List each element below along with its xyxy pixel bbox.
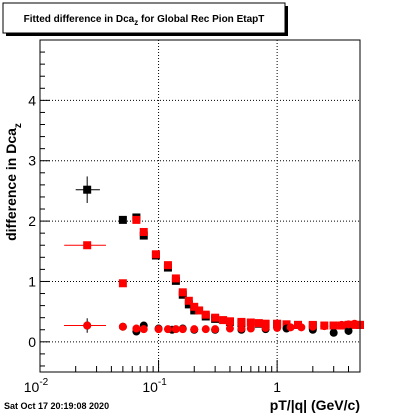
data-point-circle — [118, 322, 127, 331]
plot-area — [39, 39, 361, 373]
data-point-circle — [297, 323, 306, 332]
data-point-circle — [261, 323, 270, 332]
data-point-square — [282, 320, 291, 329]
y-tick-label: 3 — [28, 153, 36, 169]
data-point-square — [139, 227, 148, 236]
chart-title-subscript: z — [134, 18, 138, 27]
data-point-circle — [225, 324, 234, 333]
x-tick-label: 10-1 — [142, 377, 167, 395]
x-axis-title: pT/|q| (GeV/c) — [270, 397, 360, 413]
data-point-square — [219, 316, 228, 325]
title-box: Fitted difference in Dcaz for Global Rec… — [2, 2, 288, 36]
data-point-circle — [154, 325, 163, 334]
data-point-circle — [163, 325, 172, 334]
data-point-square — [225, 317, 234, 326]
data-point-square — [118, 279, 127, 288]
data-point-circle — [211, 325, 220, 334]
data-point-circle — [246, 324, 255, 333]
data-point-square — [294, 320, 303, 329]
data-point-circle — [350, 319, 359, 328]
data-points — [39, 39, 364, 373]
data-point-square — [254, 319, 263, 328]
data-point-square — [184, 296, 193, 305]
chart-title: Fitted difference in Dcaz for Global Rec… — [24, 14, 265, 27]
data-point-circle — [178, 325, 187, 334]
data-point-square — [211, 313, 220, 322]
data-point-circle — [83, 321, 92, 330]
data-point-square — [195, 306, 204, 315]
data-point-square — [237, 317, 246, 326]
data-point-circle — [344, 320, 353, 329]
data-point-square — [246, 318, 255, 327]
data-point-circle — [329, 328, 338, 337]
y-axis-title-main: difference in Dca — [3, 128, 19, 241]
data-point-circle — [139, 325, 148, 334]
data-point-circle — [344, 326, 353, 335]
data-point-circle — [308, 322, 317, 331]
y-axis-title: difference in Dcaz — [3, 123, 24, 241]
data-point-square — [163, 261, 172, 270]
data-point-circle — [337, 320, 346, 329]
tick-labels: 0 1 2 3 4 10-2 10-1 1 — [24, 92, 281, 395]
x-tick-label: 10-2 — [24, 377, 49, 395]
data-point-circle — [273, 323, 282, 332]
y-tick-label: 0 — [28, 334, 36, 350]
data-point-circle — [237, 324, 246, 333]
chart-title-suffix: for Global Rec Pion EtapT — [138, 14, 264, 25]
grid — [40, 40, 360, 372]
data-point-square — [83, 241, 92, 250]
data-point-square — [261, 319, 270, 328]
y-axis-title-subscript: z — [13, 123, 24, 128]
data-point-circle — [132, 324, 141, 333]
data-point-circle — [201, 325, 210, 334]
data-point-square — [83, 185, 92, 194]
data-point-square — [273, 319, 282, 328]
data-point-circle — [320, 322, 329, 331]
data-point-circle — [329, 321, 338, 330]
data-point-square — [151, 250, 160, 259]
data-point-square — [132, 215, 141, 224]
data-point-circle — [286, 323, 295, 332]
data-point-square — [171, 274, 180, 283]
series-3 — [64, 319, 359, 334]
data-point-circle — [171, 325, 180, 334]
timestamp-label: Sat Oct 17 20:19:08 2020 — [4, 401, 109, 411]
data-point-circle — [190, 325, 199, 334]
x-tick-label: 1 — [273, 379, 281, 395]
chart-title-main: Fitted difference in Dca — [24, 14, 135, 25]
data-point-square — [201, 310, 210, 319]
data-point-square — [190, 302, 199, 311]
y-tick-label: 4 — [28, 92, 36, 108]
data-point-square — [118, 215, 127, 224]
y-tick-label: 1 — [28, 273, 36, 289]
plot-frame — [39, 39, 361, 373]
y-tick-label: 2 — [28, 213, 36, 229]
data-point-square — [178, 288, 187, 297]
